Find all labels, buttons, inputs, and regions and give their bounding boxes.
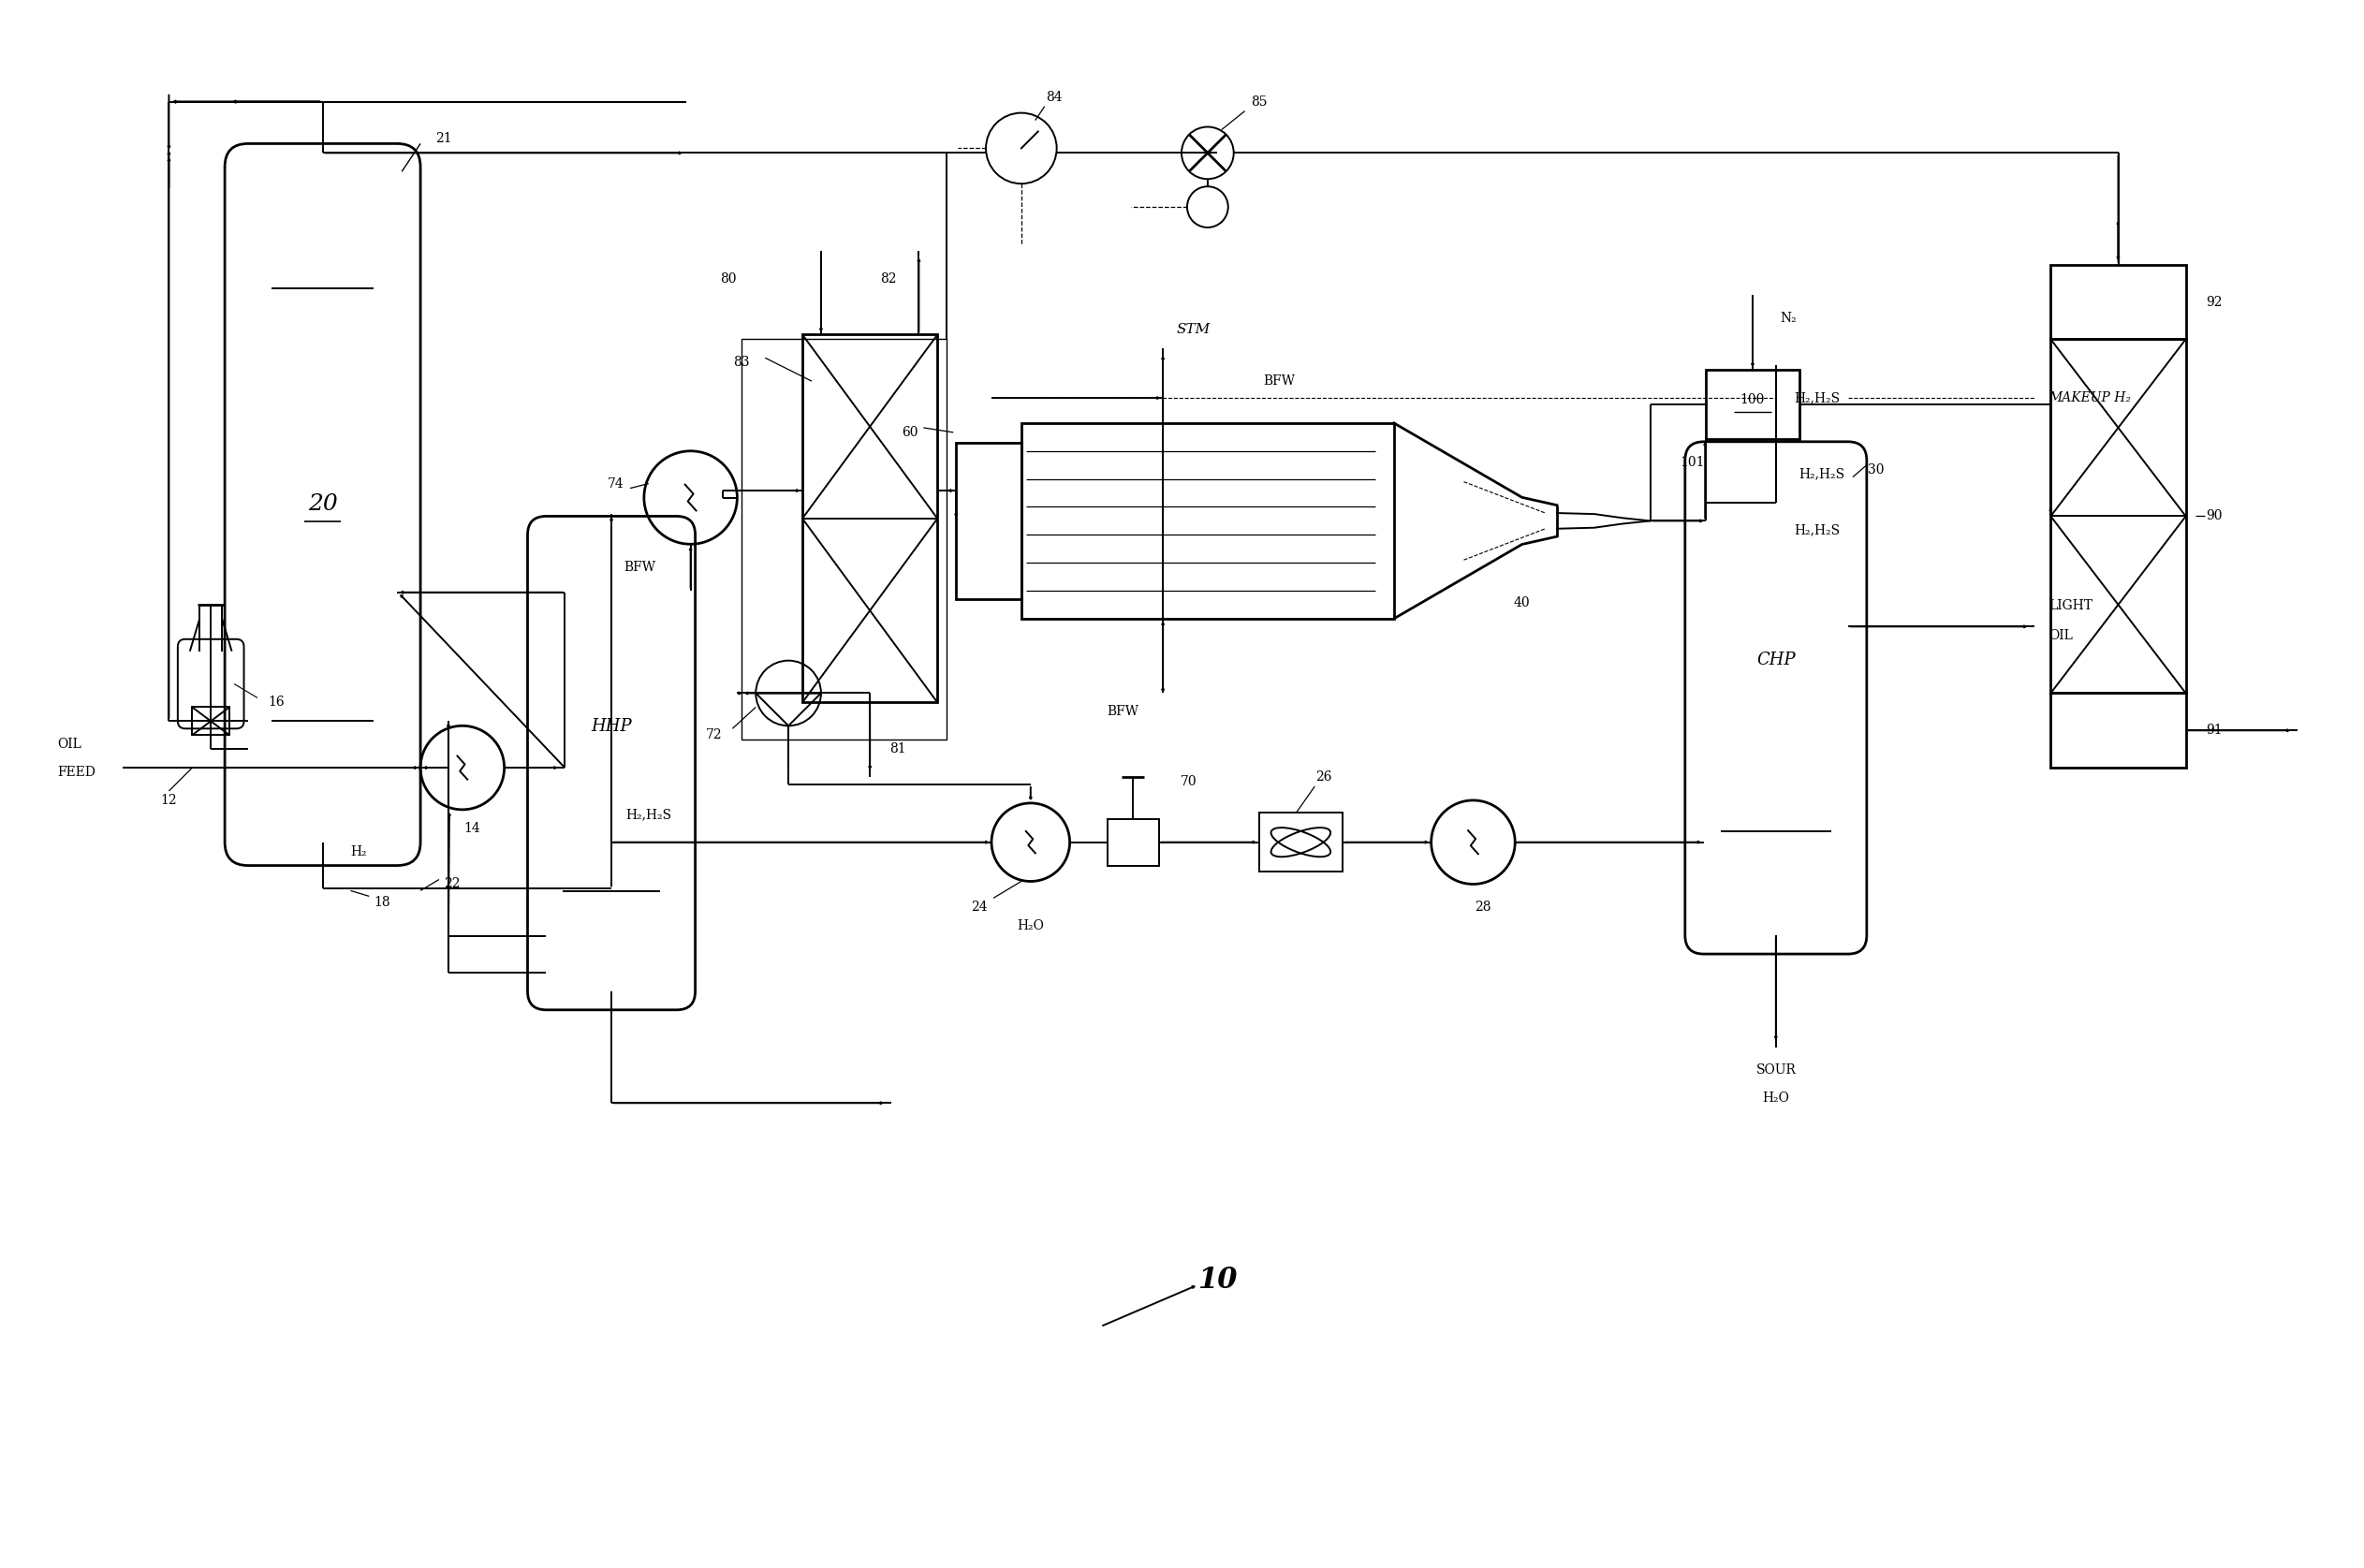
Text: 84: 84 (1045, 91, 1061, 103)
Text: 30: 30 (1868, 463, 1884, 477)
Text: 16: 16 (267, 696, 284, 709)
Text: 24: 24 (972, 902, 988, 914)
Text: 100: 100 (1740, 394, 1766, 406)
Text: 22: 22 (444, 878, 461, 891)
Text: SOUR: SOUR (1756, 1063, 1797, 1077)
Bar (801, 334, 939, 702)
Text: 91: 91 (2206, 724, 2222, 737)
Text: 83: 83 (733, 356, 749, 368)
Text: 74: 74 (608, 477, 624, 491)
Text: 26: 26 (1317, 770, 1333, 784)
Text: 92: 92 (2206, 295, 2222, 309)
Bar (955, 442, 1021, 599)
Bar (2050, 693, 2187, 768)
Bar (1021, 423, 1395, 619)
Text: 85: 85 (1251, 96, 1267, 108)
Text: 82: 82 (879, 273, 896, 285)
Bar (2050, 339, 2187, 693)
Text: H₂,H₂S: H₂,H₂S (1799, 467, 1846, 481)
Bar (742, 339, 946, 740)
Bar (191, 707, 229, 735)
Bar (1260, 812, 1343, 872)
Text: 72: 72 (704, 729, 721, 742)
Text: H₂,H₂S: H₂,H₂S (1794, 524, 1842, 536)
Text: 20: 20 (307, 494, 338, 516)
Text: H₂,H₂S: H₂,H₂S (626, 808, 671, 820)
Text: 10: 10 (1196, 1265, 1236, 1295)
Text: 70: 70 (1180, 775, 1196, 789)
Text: N₂: N₂ (1780, 312, 1797, 325)
Bar (2050, 265, 2187, 339)
Text: 101: 101 (1681, 456, 1704, 469)
Text: BFW: BFW (1106, 706, 1139, 718)
Text: 14: 14 (463, 822, 480, 834)
Text: STM: STM (1177, 323, 1210, 337)
Bar (1707, 370, 1799, 439)
Text: FEED: FEED (57, 765, 95, 779)
Text: 60: 60 (901, 426, 917, 439)
Text: 12: 12 (161, 793, 177, 808)
Text: MAKEUP H₂: MAKEUP H₂ (2047, 392, 2130, 405)
Text: H₂: H₂ (350, 845, 366, 858)
Text: 28: 28 (1475, 902, 1492, 914)
Text: 80: 80 (719, 273, 735, 285)
Bar (1106, 818, 1158, 866)
Text: CHP: CHP (1756, 651, 1794, 668)
Text: OIL: OIL (2047, 629, 2073, 643)
Text: OIL: OIL (57, 739, 80, 751)
Text: 40: 40 (1513, 596, 1530, 610)
Text: BFW: BFW (1262, 375, 1295, 387)
Text: H₂,H₂S: H₂,H₂S (1794, 392, 1842, 405)
Text: BFW: BFW (624, 561, 655, 574)
Text: LIGHT: LIGHT (2047, 599, 2092, 613)
Text: H₂O: H₂O (1017, 919, 1045, 933)
Text: HHP: HHP (591, 718, 631, 735)
Text: H₂O: H₂O (1764, 1091, 1790, 1105)
Text: 90: 90 (2206, 510, 2222, 522)
Text: 21: 21 (435, 132, 452, 146)
Text: 18: 18 (374, 897, 390, 909)
Text: 81: 81 (889, 743, 905, 756)
